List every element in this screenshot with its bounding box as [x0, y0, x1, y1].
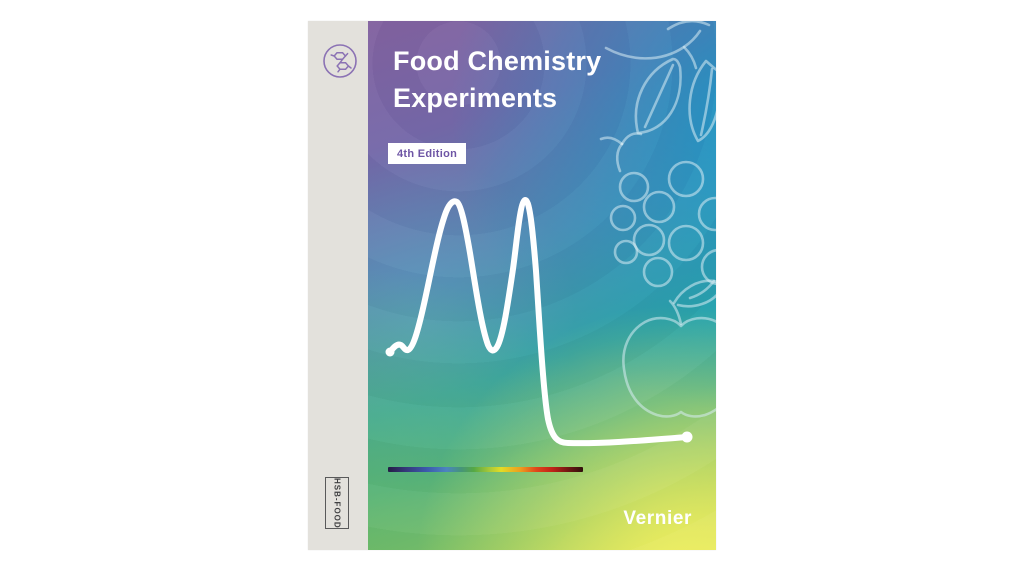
book-title-line1: Food Chemistry: [393, 46, 602, 76]
spectrum-bar: [388, 467, 583, 472]
molecule-icon: [323, 44, 357, 78]
apple-icon: [622, 279, 716, 418]
spectrum-curve: [385, 197, 693, 447]
edition-badge: 4th Edition: [388, 143, 467, 164]
curve-start-dot: [385, 347, 395, 357]
spine-sku-box: HSB-FOOD: [325, 477, 349, 529]
front-cover: Food Chemistry Experiments 4th Edition V…: [368, 21, 716, 550]
book-title: Food Chemistry Experiments: [393, 43, 601, 117]
book-cover: HSB-FOOD: [308, 21, 716, 550]
book-title-line2: Experiments: [393, 83, 558, 113]
grapes-icon: [599, 132, 716, 288]
leaves-icon: [604, 21, 716, 143]
book-spine: HSB-FOOD: [308, 21, 368, 550]
publisher-logo: Vernier: [623, 508, 692, 529]
spectrum-graph: [385, 197, 693, 472]
spine-sku-label: HSB-FOOD: [332, 477, 342, 529]
curve-end-dot: [681, 431, 693, 443]
edition-badge-label: 4th Edition: [397, 147, 458, 160]
fruit-outline-art: [599, 21, 716, 418]
